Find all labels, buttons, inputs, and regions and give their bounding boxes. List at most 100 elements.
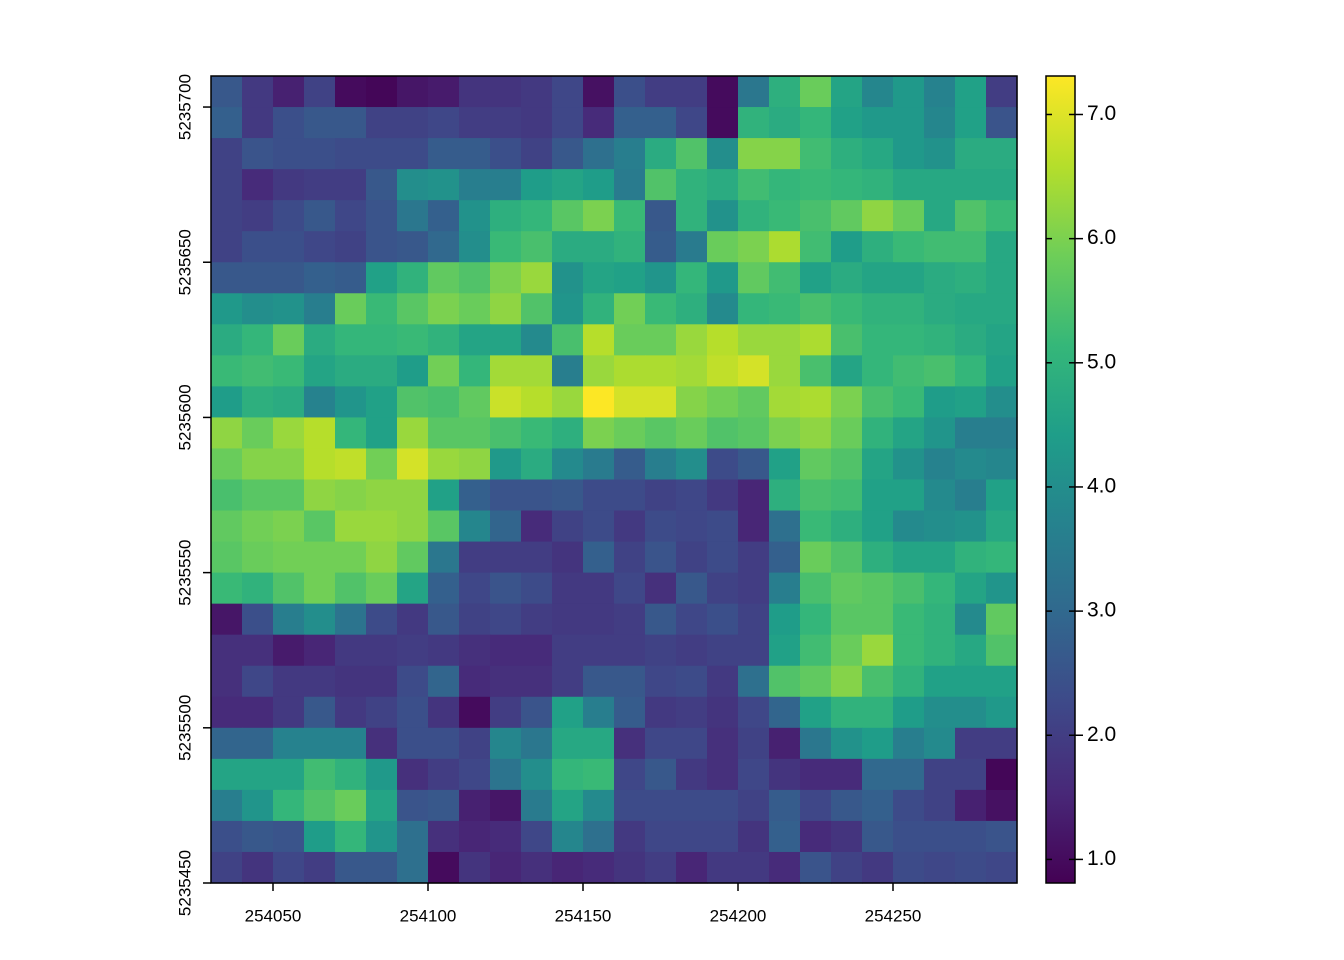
cell xyxy=(490,200,522,232)
cell xyxy=(986,417,1018,450)
cell xyxy=(335,510,367,543)
cell xyxy=(242,727,274,760)
cell xyxy=(738,510,770,543)
cell xyxy=(707,851,739,884)
cell xyxy=(428,510,460,543)
colorbar-tick-label: 3.0 xyxy=(1087,599,1116,622)
cell xyxy=(521,262,553,294)
cell xyxy=(986,355,1018,387)
cell xyxy=(831,727,863,760)
cell xyxy=(211,262,243,294)
cell xyxy=(521,696,553,729)
cell xyxy=(583,820,615,853)
cell xyxy=(924,324,956,356)
cell xyxy=(955,541,987,574)
cell xyxy=(769,138,801,170)
cell xyxy=(707,758,739,791)
cell xyxy=(242,76,274,108)
cell xyxy=(645,386,677,419)
cell xyxy=(428,262,460,294)
cell xyxy=(738,138,770,170)
cell xyxy=(955,479,987,512)
cell xyxy=(676,479,708,512)
cell xyxy=(862,231,894,263)
cell xyxy=(211,696,243,729)
cell xyxy=(831,758,863,791)
cell xyxy=(769,603,801,636)
cell xyxy=(893,262,925,294)
cell xyxy=(924,448,956,481)
cell xyxy=(335,138,367,170)
cell xyxy=(645,448,677,481)
cell xyxy=(924,603,956,636)
y-tick-label: 5235700 xyxy=(175,74,194,140)
cell xyxy=(335,448,367,481)
cell xyxy=(862,758,894,791)
colorbar-tick-label: 4.0 xyxy=(1087,474,1116,497)
cell xyxy=(583,727,615,760)
cell xyxy=(831,696,863,729)
cell xyxy=(459,541,491,574)
cell xyxy=(335,820,367,853)
cell xyxy=(955,820,987,853)
cell xyxy=(614,634,646,667)
cell xyxy=(366,603,398,636)
cell xyxy=(335,262,367,294)
cell xyxy=(955,665,987,698)
cell xyxy=(459,448,491,481)
cell xyxy=(738,293,770,325)
cell xyxy=(955,448,987,481)
cell xyxy=(645,200,677,232)
cell xyxy=(614,541,646,574)
cell xyxy=(769,386,801,419)
cell xyxy=(211,417,243,450)
cell xyxy=(304,76,336,108)
cell xyxy=(676,262,708,294)
cell xyxy=(707,448,739,481)
cell xyxy=(614,479,646,512)
cell xyxy=(304,107,336,139)
cell xyxy=(738,386,770,419)
cell xyxy=(459,107,491,139)
cell xyxy=(428,789,460,822)
cell xyxy=(800,355,832,387)
cell xyxy=(242,820,274,853)
cell xyxy=(924,293,956,325)
cell xyxy=(335,634,367,667)
cell xyxy=(583,293,615,325)
cell xyxy=(986,634,1018,667)
cell xyxy=(645,603,677,636)
cell xyxy=(924,355,956,387)
cell xyxy=(490,665,522,698)
cell xyxy=(242,572,274,605)
cell xyxy=(521,665,553,698)
cell xyxy=(676,572,708,605)
cell xyxy=(428,851,460,884)
cell xyxy=(707,138,739,170)
cell xyxy=(459,76,491,108)
cell xyxy=(552,324,584,356)
cell xyxy=(614,107,646,139)
cell xyxy=(831,76,863,108)
cell xyxy=(335,293,367,325)
cell xyxy=(273,386,305,419)
cell xyxy=(459,231,491,263)
cell xyxy=(707,355,739,387)
cell xyxy=(459,479,491,512)
cell xyxy=(459,200,491,232)
cell xyxy=(707,107,739,139)
cell xyxy=(552,603,584,636)
raster xyxy=(211,76,1018,884)
cell xyxy=(459,603,491,636)
cell xyxy=(304,727,336,760)
cell xyxy=(521,76,553,108)
cell xyxy=(459,758,491,791)
cell xyxy=(800,231,832,263)
cell xyxy=(955,355,987,387)
colorbar-tick-label: 5.0 xyxy=(1087,350,1116,373)
cell xyxy=(273,107,305,139)
cell xyxy=(831,510,863,543)
cell xyxy=(769,355,801,387)
cell xyxy=(769,262,801,294)
cell xyxy=(769,696,801,729)
